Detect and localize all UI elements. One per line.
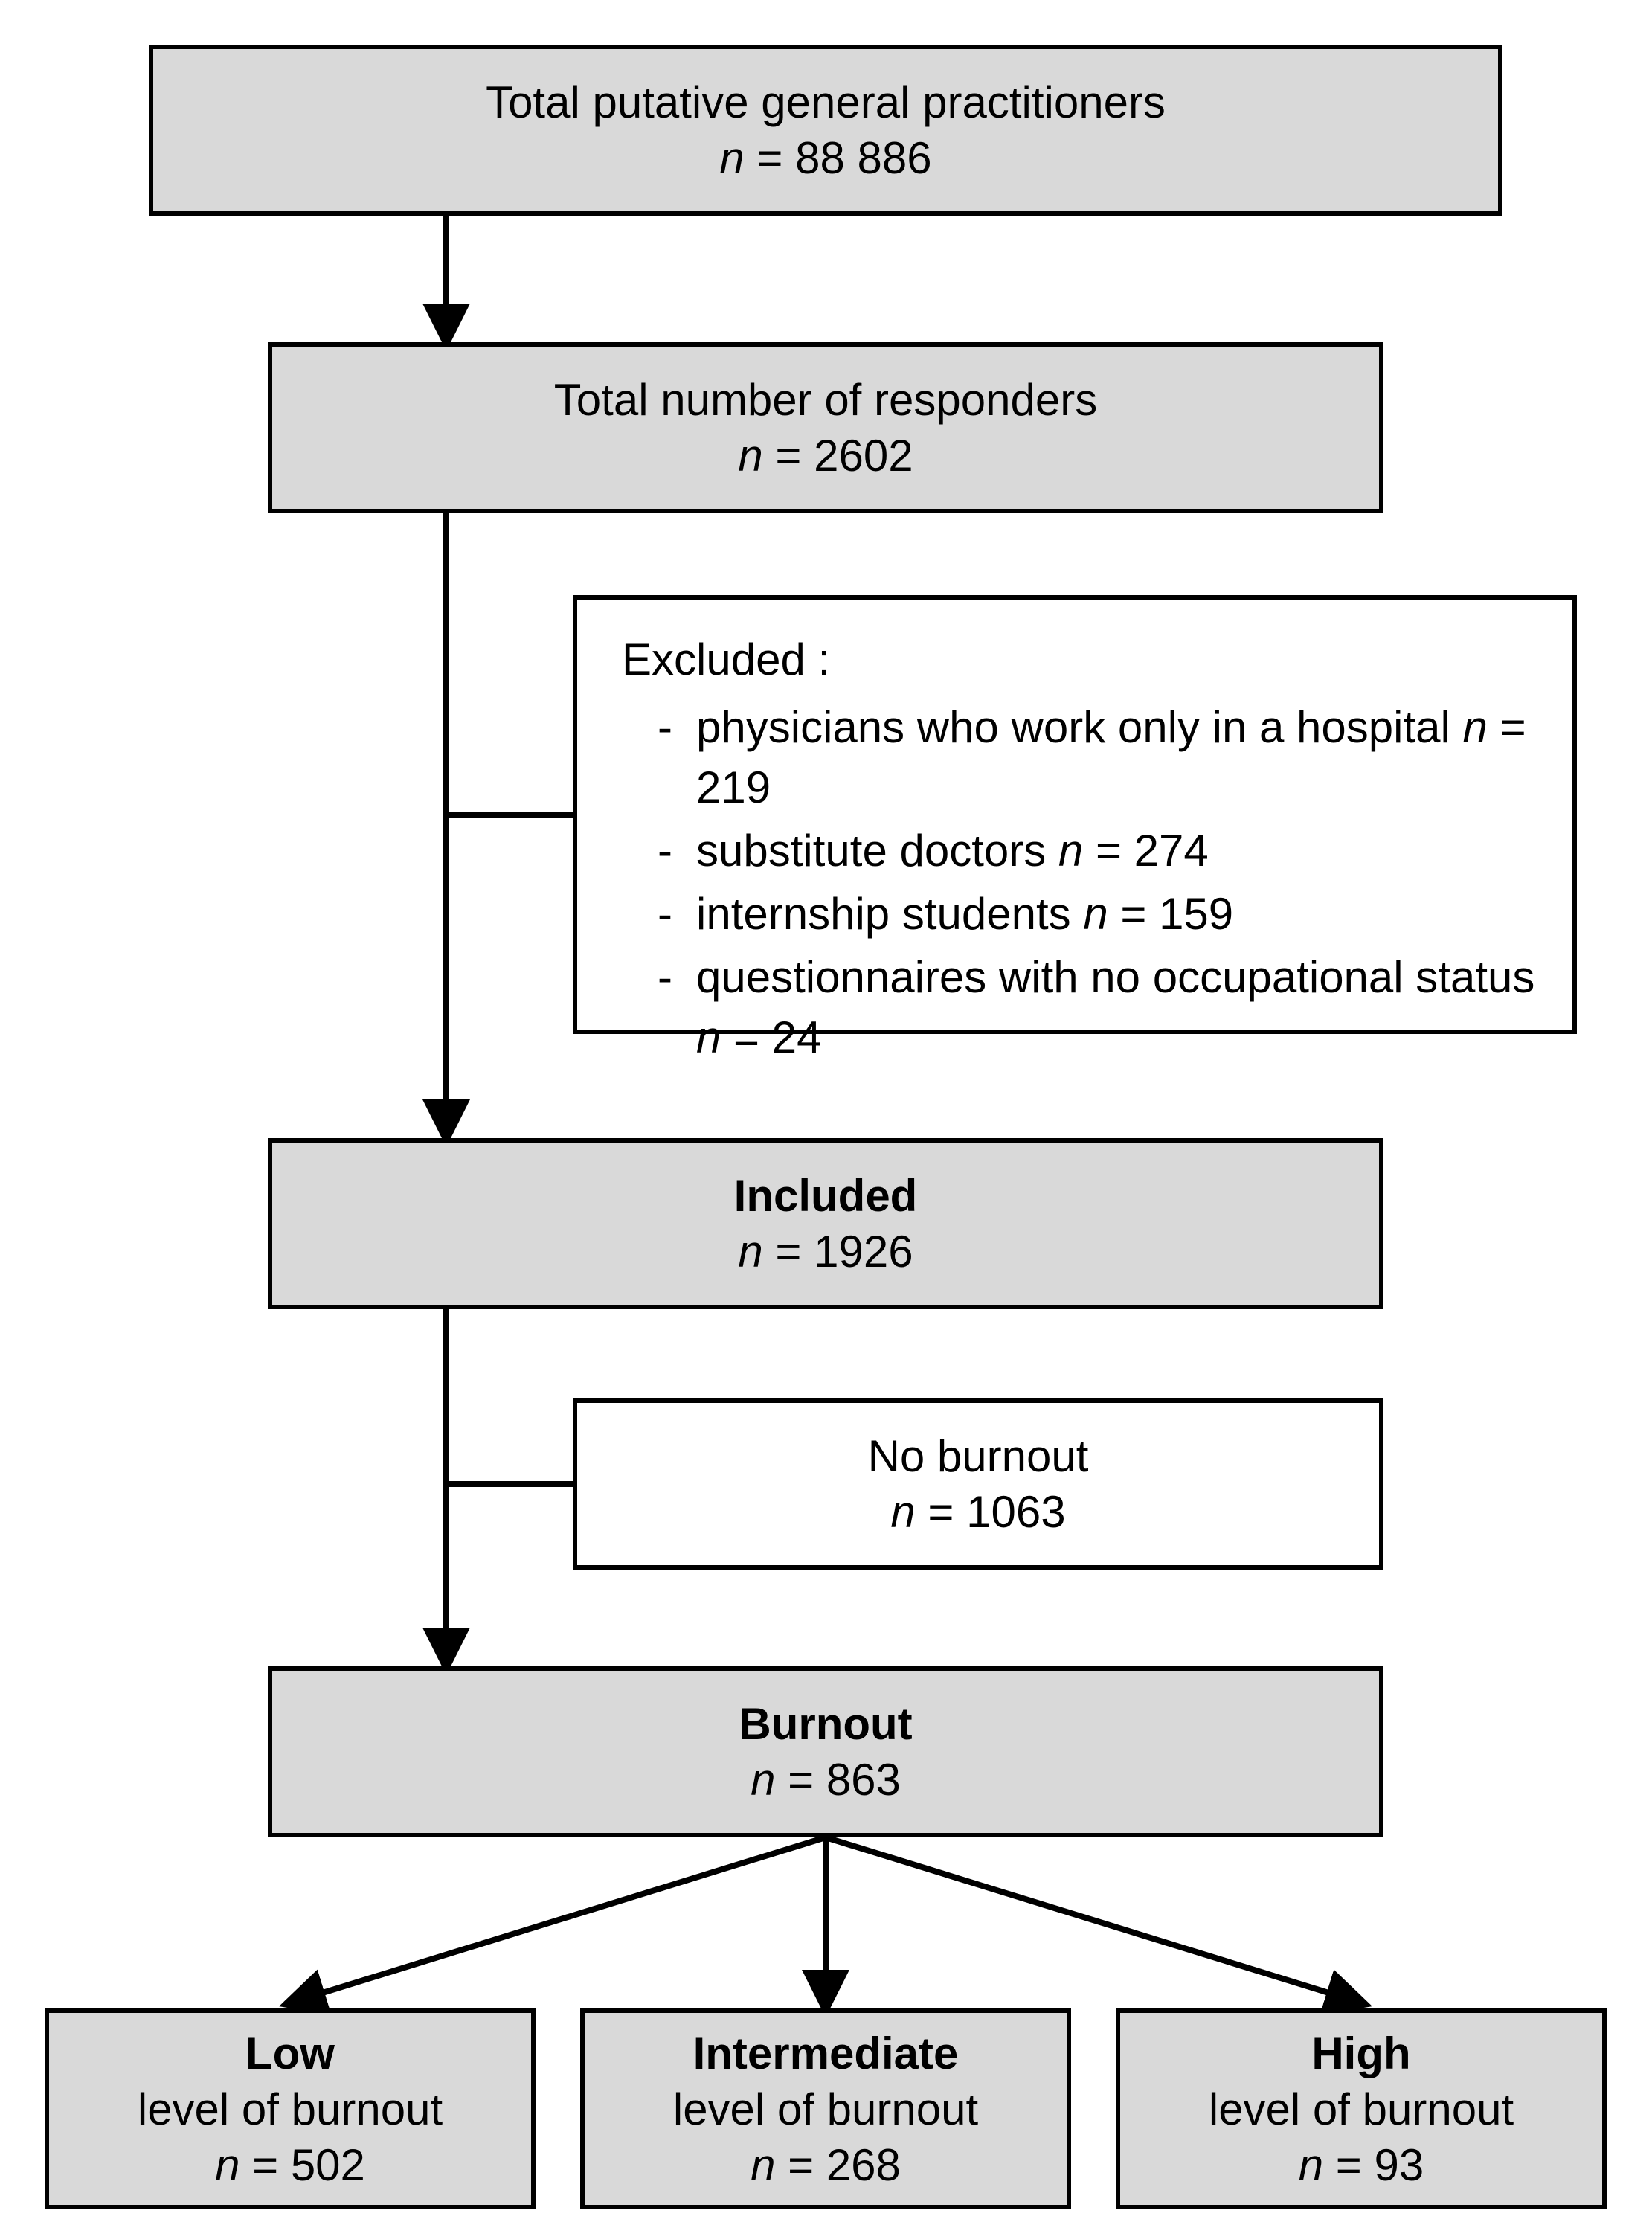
intermediate-word: Intermediate (693, 2026, 959, 2081)
n-label: n (215, 2140, 240, 2190)
n-value: = 24 (721, 1012, 821, 1062)
n-value: = 502 (240, 2140, 365, 2190)
box-total-putative: Total putative general practitioners n =… (149, 45, 1502, 216)
n-label: n (719, 133, 744, 183)
box-intermediate: Intermediate level of burnout n = 268 (580, 2008, 1071, 2209)
total-putative-title: Total putative general practitioners (486, 74, 1166, 130)
box-responders: Total number of responders n = 2602 (268, 342, 1383, 513)
box-burnout: Burnout n = 863 (268, 1666, 1383, 1837)
n-value: = 2602 (763, 431, 913, 481)
included-n: n = 1926 (738, 1224, 913, 1279)
connectors-layer (0, 0, 1652, 2219)
excluded-item: internship students n = 159 (622, 884, 1535, 944)
high-n: n = 93 (1299, 2137, 1424, 2193)
excluded-item: substitute doctors n = 274 (622, 821, 1535, 881)
n-label: n (1299, 2140, 1323, 2190)
box-high: High level of burnout n = 93 (1116, 2008, 1607, 2209)
responders-title: Total number of responders (554, 372, 1097, 428)
n-label: n (751, 1755, 775, 1805)
box-low: Low level of burnout n = 502 (45, 2008, 536, 2209)
high-suffix: level of burnout (1209, 2081, 1514, 2137)
excluded-text: internship students (696, 889, 1083, 939)
no-burnout-n: n = 1063 (890, 1484, 1065, 1540)
no-burnout-title: No burnout (868, 1428, 1089, 1484)
n-value: = 159 (1108, 889, 1234, 939)
total-putative-n: n = 88 886 (719, 130, 931, 186)
low-word: Low (245, 2026, 335, 2081)
excluded-item: physicians who work only in a hospital n… (622, 697, 1535, 818)
included-title: Included (734, 1168, 918, 1224)
excluded-text: substitute doctors (696, 826, 1058, 876)
flowchart-canvas: Total putative general practitioners n =… (0, 0, 1652, 2219)
excluded-title: Excluded : (622, 629, 1535, 690)
high-word: High (1311, 2026, 1410, 2081)
box-included: Included n = 1926 (268, 1138, 1383, 1309)
n-label: n (1083, 889, 1108, 939)
low-n: n = 502 (215, 2137, 365, 2193)
n-label: n (1463, 702, 1488, 752)
excluded-item: questionnaires with no occupational stat… (622, 947, 1535, 1067)
excluded-list: physicians who work only in a hospital n… (622, 697, 1535, 1067)
n-value: = 863 (775, 1755, 901, 1805)
burnout-n: n = 863 (751, 1752, 901, 1808)
n-value: = 268 (775, 2140, 901, 2190)
n-value: = 93 (1323, 2140, 1424, 2190)
n-label: n (890, 1487, 915, 1537)
intermediate-n: n = 268 (751, 2137, 901, 2193)
excluded-text: questionnaires with no occupational stat… (696, 952, 1534, 1002)
intermediate-suffix: level of burnout (673, 2081, 978, 2137)
box-excluded: Excluded : physicians who work only in a… (573, 595, 1577, 1034)
responders-n: n = 2602 (738, 428, 913, 484)
n-value: = 1063 (916, 1487, 1066, 1537)
n-label: n (738, 431, 762, 481)
excluded-text: physicians who work only in a hospital (696, 702, 1463, 752)
n-label: n (751, 2140, 775, 2190)
burnout-title: Burnout (739, 1696, 912, 1752)
n-value: = 88 886 (745, 133, 932, 183)
n-value: = 1926 (763, 1227, 913, 1277)
box-no-burnout: No burnout n = 1063 (573, 1398, 1383, 1570)
n-label: n (696, 1012, 721, 1062)
n-label: n (1058, 826, 1083, 876)
low-suffix: level of burnout (138, 2081, 443, 2137)
n-value: = 274 (1083, 826, 1209, 876)
n-label: n (738, 1227, 762, 1277)
